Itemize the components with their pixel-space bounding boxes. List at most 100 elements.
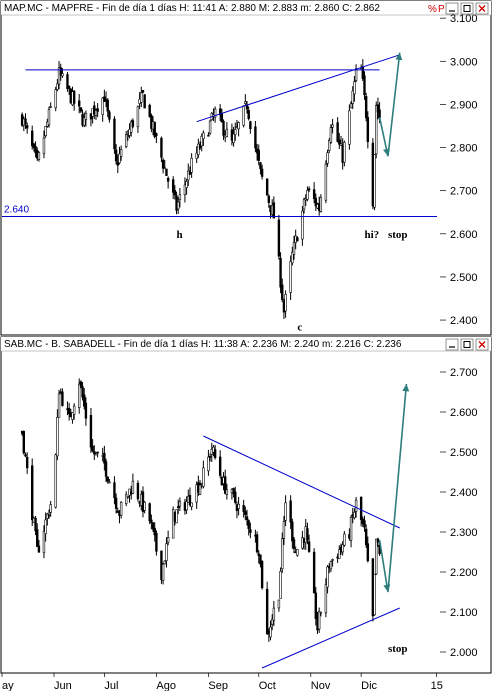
candle (49, 500, 52, 517)
candle (77, 378, 81, 414)
candle (94, 108, 98, 120)
candle (124, 130, 128, 149)
candle (141, 486, 145, 518)
candle (25, 122, 29, 134)
y-tick-label: 2.700 (450, 186, 478, 198)
candle (289, 495, 292, 530)
candle (72, 403, 76, 420)
candle (366, 536, 370, 563)
candle (244, 506, 247, 521)
candle (25, 452, 29, 474)
candle (213, 444, 217, 460)
candle (364, 92, 368, 122)
maximize-icon[interactable] (460, 338, 474, 351)
percent-scale-button[interactable]: % (428, 4, 437, 15)
annotation-label: hi? (364, 229, 379, 241)
minimize-icon[interactable] (445, 2, 459, 15)
candle (319, 611, 323, 617)
y-tick-label: 2.400 (450, 315, 478, 327)
candle (351, 86, 354, 110)
candle (104, 458, 108, 483)
candle (198, 479, 202, 496)
candle (202, 130, 205, 147)
candle (265, 581, 269, 635)
panel-frame (0, 0, 492, 336)
candle (338, 132, 341, 149)
close-icon[interactable] (475, 338, 489, 351)
candle (329, 124, 333, 144)
candle (42, 130, 46, 159)
level-label: 2.640 (4, 205, 29, 216)
y-tick-label: 2.900 (450, 99, 478, 111)
candle (359, 496, 363, 527)
candle (364, 524, 368, 548)
candle (177, 499, 180, 515)
candle (34, 141, 37, 158)
maximize-icon[interactable] (460, 2, 474, 15)
candle (376, 97, 380, 120)
candle (44, 125, 47, 138)
candle (61, 388, 64, 407)
candle (218, 450, 222, 479)
candle (301, 206, 304, 246)
candle (113, 116, 116, 154)
trendline (196, 54, 400, 123)
candle (270, 614, 274, 631)
candle (165, 537, 168, 568)
candle (314, 193, 318, 211)
candle (163, 560, 166, 565)
x-tick-label: ay (2, 680, 14, 691)
candle (338, 545, 341, 559)
candle (106, 98, 109, 118)
candle (296, 548, 299, 557)
candle (141, 90, 145, 94)
candle (312, 182, 316, 204)
x-tick-label: Jul (104, 680, 118, 691)
candle (96, 451, 99, 458)
candle (307, 534, 311, 553)
candle (260, 560, 264, 590)
candle (22, 430, 26, 455)
price-scale-button[interactable]: P (438, 4, 445, 15)
x-tick-label: Dic (361, 680, 377, 691)
candle (187, 163, 190, 187)
candle (284, 290, 287, 318)
candle (96, 103, 99, 118)
candle (165, 168, 168, 176)
candle (198, 141, 202, 150)
candle (131, 473, 135, 495)
candle (363, 515, 366, 532)
candle (89, 407, 93, 453)
y-tick-label: 2.400 (450, 487, 478, 499)
candle (195, 146, 198, 164)
close-icon[interactable] (475, 2, 489, 15)
minimize-icon[interactable] (445, 338, 459, 351)
candle (328, 138, 331, 154)
candle (83, 112, 86, 128)
candle (183, 177, 187, 203)
candle (124, 491, 128, 507)
candle (349, 515, 353, 548)
annotation-label: stop (388, 229, 408, 241)
annotation-label: c (297, 322, 302, 334)
candle (269, 620, 272, 641)
candle (108, 110, 111, 123)
candle (292, 537, 296, 554)
candle (57, 60, 61, 90)
candle (37, 539, 41, 553)
candle (153, 121, 156, 139)
panel-sabadell: SAB.MC - B. SABADELL - Fin de día 1 días… (0, 336, 492, 674)
candle (56, 409, 59, 461)
projection-arrow (378, 52, 403, 157)
candle (126, 130, 130, 141)
candle (173, 185, 177, 200)
trendline (203, 435, 400, 529)
candle (317, 607, 321, 633)
candle (249, 120, 252, 134)
candle (126, 495, 130, 499)
candle (24, 452, 27, 458)
candle (348, 104, 351, 150)
candle (116, 154, 119, 174)
candle (101, 97, 104, 122)
candle (259, 554, 262, 568)
